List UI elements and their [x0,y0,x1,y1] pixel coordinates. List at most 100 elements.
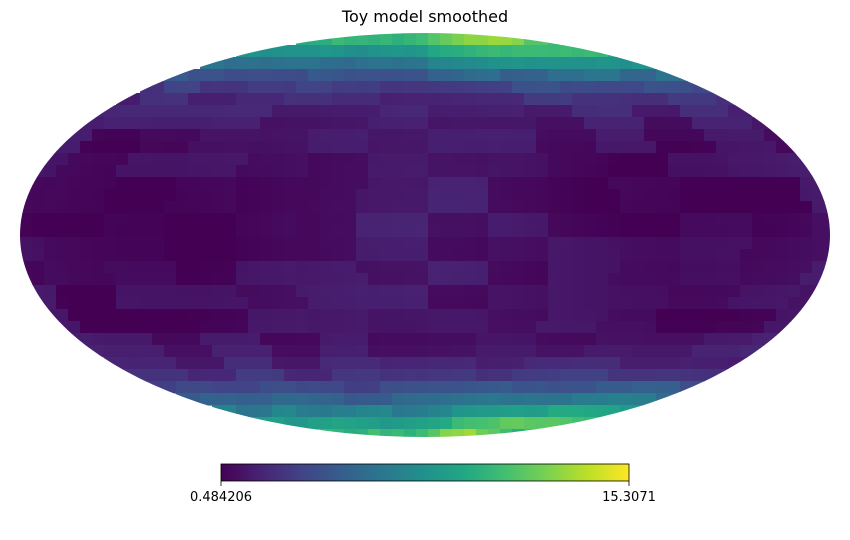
map-pixel [788,225,801,238]
map-pixel [548,393,561,406]
map-pixel [356,429,369,437]
map-pixel [212,105,225,118]
map-pixel [356,177,369,190]
map-pixel [764,261,777,274]
map-pixel [500,297,513,310]
map-pixel [92,297,105,310]
map-pixel [272,93,285,106]
map-pixel [188,201,201,214]
map-pixel [272,405,285,418]
map-pixel [620,69,633,82]
map-pixel [92,225,105,238]
map-pixel [344,141,357,154]
map-pixel [176,285,189,298]
map-pixel [524,237,537,250]
map-pixel [464,297,477,310]
map-pixel [164,333,177,346]
map-pixel [152,261,165,274]
map-pixel [128,225,141,238]
map-pixel [416,117,429,130]
map-pixel [668,141,681,154]
map-pixel [200,117,213,130]
map-pixel [116,249,129,262]
map-pixel [644,357,657,370]
map-pixel [584,405,597,418]
map-pixel [368,405,381,418]
map-pixel [188,297,201,310]
map-pixel [356,261,369,274]
map-pixel [440,69,453,82]
map-pixel [92,285,105,298]
map-pixel [536,57,549,70]
map-pixel [440,117,453,130]
map-pixel [284,93,297,106]
map-pixel [320,225,333,238]
map-pixel [416,429,429,437]
map-pixel [620,261,633,274]
colorbar-min-label: 0.484206 [190,490,252,505]
map-pixel [368,141,381,154]
map-pixel [80,153,93,166]
map-pixel [248,273,261,286]
map-pixel [380,153,393,166]
map-pixel [380,273,393,286]
map-pixel [500,213,513,226]
map-pixel [164,81,177,94]
map-pixel [596,405,609,418]
map-pixel [296,417,309,430]
map-pixel [428,393,441,406]
map-pixel [584,357,597,370]
map-pixel [296,153,309,166]
map-pixel [224,57,237,70]
map-pixel [212,213,225,226]
map-pixel [764,213,777,226]
map-pixel [752,309,765,322]
map-pixel [296,237,309,250]
map-pixel [344,45,357,58]
map-pixel [68,249,81,262]
map-pixel [668,357,681,370]
map-pixel [692,213,705,226]
map-pixel [632,357,645,370]
map-pixel [692,141,705,154]
map-pixel [464,333,477,346]
map-pixel [428,237,441,250]
map-pixel [632,189,645,202]
map-pixel [704,261,717,274]
map-pixel [548,369,561,382]
map-pixel [356,105,369,118]
map-pixel [692,369,705,382]
map-pixel [704,273,717,286]
map-pixel [356,189,369,202]
map-pixel [164,261,177,274]
map-pixel [692,381,705,394]
map-pixel [80,345,93,358]
map-pixel [296,285,309,298]
map-pixel [596,321,609,334]
map-pixel [704,105,717,118]
map-pixel [188,333,201,346]
map-pixel [416,165,429,178]
map-pixel [188,189,201,202]
map-pixel [716,141,729,154]
map-pixel [572,237,585,250]
map-pixel [296,297,309,310]
map-pixel [44,177,57,190]
map-pixel [464,93,477,106]
map-pixel [728,141,741,154]
map-pixel [512,333,525,346]
map-pixel [464,201,477,214]
map-pixel [56,177,69,190]
map-pixel [344,405,357,418]
map-pixel [536,201,549,214]
map-pixel [152,105,165,118]
map-pixel [560,165,573,178]
map-pixel [392,117,405,130]
map-pixel [596,297,609,310]
map-pixel [464,177,477,190]
map-pixel [392,33,405,46]
map-pixel [260,69,273,82]
map-pixel [572,117,585,130]
map-pixel [392,105,405,118]
map-pixel [488,81,501,94]
